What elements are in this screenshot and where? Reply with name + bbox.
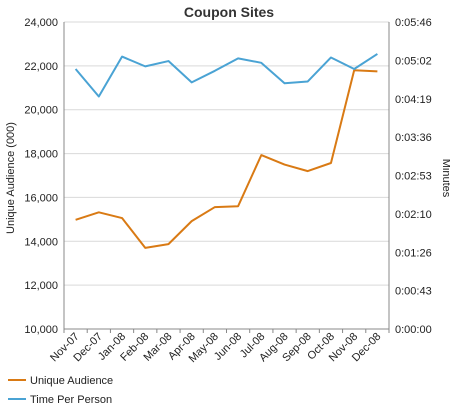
legend: Unique Audience Time Per Person xyxy=(8,375,113,406)
y-tick-label: 14,000 xyxy=(24,236,58,248)
y2-tick-label: 0:05:02 xyxy=(395,55,432,67)
y2-axis-title: Minutes xyxy=(440,159,450,198)
y2-tick-label: 0:02:53 xyxy=(395,171,432,183)
y-tick-label: 12,000 xyxy=(24,280,58,292)
y2-tick-label: 0:01:26 xyxy=(395,247,432,259)
y-tick-label: 20,000 xyxy=(24,105,58,117)
y-axis-title: Unique Audience (000) xyxy=(5,122,17,234)
y2-tick-label: 0:02:10 xyxy=(395,209,432,221)
legend-label-time-per-person: Time Per Person xyxy=(30,394,112,406)
y2-tick-label: 0:04:19 xyxy=(395,94,432,106)
legend-label-unique-audience: Unique Audience xyxy=(30,375,113,387)
chart-title: Coupon Sites xyxy=(184,4,274,20)
y-tick-label: 18,000 xyxy=(24,149,58,161)
tick-labels: 10,000 12,000 14,000 16,000 18,000 20,000 22,0… xyxy=(24,17,431,365)
y2-tick-label: 0:00:00 xyxy=(395,324,432,336)
y-tick-label: 10,000 xyxy=(24,324,58,336)
axes xyxy=(63,22,390,333)
y-tick-label: 22,000 xyxy=(24,61,58,73)
y2-tick-label: 0:05:46 xyxy=(395,17,432,29)
y2-tick-label: 0:03:36 xyxy=(395,132,432,144)
series-line-time-per-person xyxy=(74,53,378,98)
grid xyxy=(64,21,389,330)
y-tick-label: 24,000 xyxy=(24,17,58,29)
series-line-unique-audience xyxy=(75,69,378,249)
y-tick-label: 16,000 xyxy=(24,192,58,204)
series-lines xyxy=(74,53,378,249)
y2-tick-label: 0:00:43 xyxy=(395,286,432,298)
